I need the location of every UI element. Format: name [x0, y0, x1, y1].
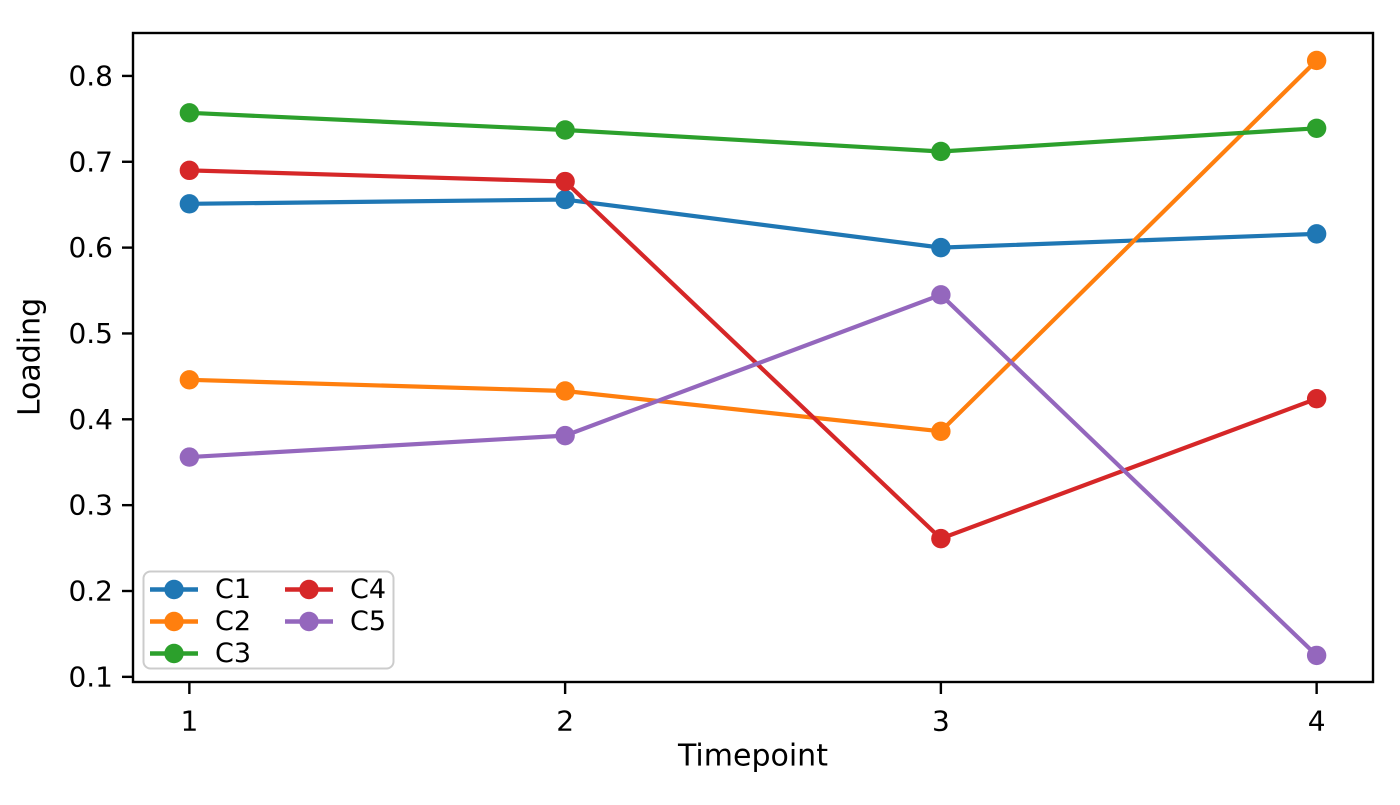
legend-marker-C2: [164, 611, 184, 632]
marker-C3-t2: [555, 120, 575, 140]
x-axis-label: Timepoint: [677, 739, 828, 774]
marker-C2-t2: [555, 381, 575, 401]
marker-C2-t3: [931, 421, 951, 442]
legend-marker-C5: [299, 611, 319, 632]
marker-C5-t1: [179, 447, 200, 467]
legend-label-C5: C5: [350, 606, 386, 637]
y-tick-label: 0.3: [68, 489, 113, 522]
legend-box: [142, 570, 395, 670]
legend-marker-C1: [164, 579, 184, 600]
marker-C4-t1: [179, 160, 200, 181]
marker-C3-t1: [179, 103, 200, 123]
x-tick-label: 3: [932, 705, 950, 738]
y-tick-label: 0.8: [68, 59, 113, 92]
y-tick-label: 0.7: [68, 145, 113, 178]
y-axis-label: Loading: [13, 298, 48, 416]
series-line-C3: [189, 110, 1317, 154]
marker-C4-t3: [931, 528, 951, 549]
y-tick-label: 0.1: [68, 660, 113, 693]
series-line-C2: [189, 58, 1319, 434]
marker-C3-t4: [1306, 118, 1327, 138]
marker-C5-t4: [1306, 645, 1327, 666]
x-tick-label: 4: [1308, 705, 1326, 738]
marker-C5-t3: [931, 285, 951, 305]
legend-label-C4: C4: [350, 574, 386, 605]
y-tick-label: 0.4: [68, 403, 113, 436]
plot-border: [131, 31, 1375, 684]
marker-C1-t2: [555, 189, 575, 210]
marker-C1-t1: [179, 194, 200, 214]
marker-C1-t4: [1306, 224, 1327, 244]
y-tick-label: 0.6: [68, 231, 113, 264]
marker-C5-t2: [555, 425, 575, 446]
legend-label-C2: C2: [215, 606, 251, 637]
series-line-C4: [189, 168, 1318, 542]
marker-C4-t4: [1306, 389, 1327, 409]
marker-C1-t3: [931, 237, 951, 258]
x-tick-label: 1: [180, 705, 198, 738]
legend-marker-C3: [164, 643, 184, 664]
y-tick-label: 0.2: [68, 575, 113, 608]
legend-marker-C4: [299, 579, 319, 600]
x-tick-label: 2: [556, 705, 574, 738]
legend-label-C3: C3: [215, 638, 251, 669]
marker-C4-t2: [555, 171, 575, 192]
y-tick-label: 0.5: [68, 317, 113, 350]
series-line-C5: [189, 292, 1319, 657]
marker-C3-t3: [931, 141, 951, 162]
marker-C2-t4: [1306, 50, 1327, 71]
legend-label-C1: C1: [215, 574, 251, 605]
marker-C2-t1: [179, 370, 200, 390]
series-line-C1: [189, 197, 1317, 250]
